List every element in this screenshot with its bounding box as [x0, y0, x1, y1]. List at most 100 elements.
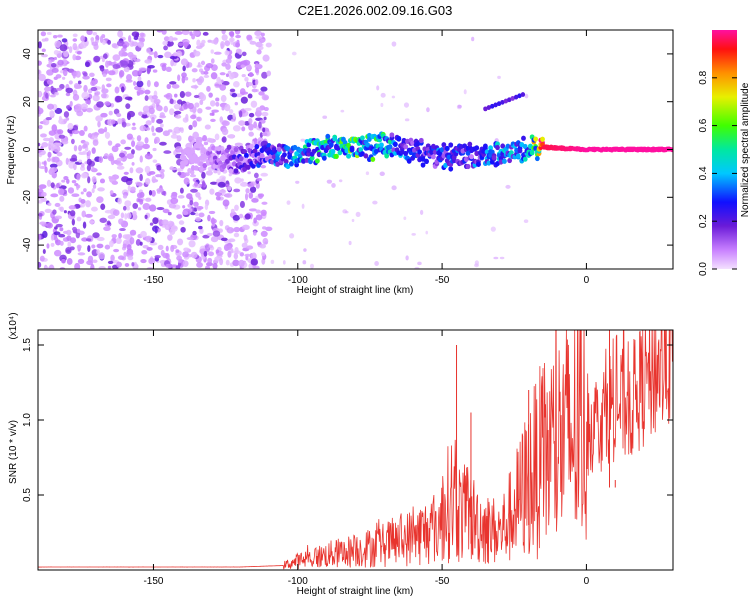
- noise-speckle: [254, 67, 260, 74]
- noise-speckle: [219, 84, 227, 91]
- noise-speckle: [263, 116, 267, 121]
- noise-speckle: [124, 212, 128, 220]
- noise-speckle: [188, 124, 193, 131]
- snr-series-line: [38, 330, 673, 570]
- noise-speckle: [141, 249, 148, 255]
- ridge-mark: [540, 136, 545, 142]
- noise-speckle: [65, 87, 74, 94]
- noise-speckle: [221, 106, 225, 111]
- ridge-mark: [243, 152, 249, 159]
- y-tick-label: -40: [22, 237, 33, 252]
- noise-speckle: [114, 86, 120, 94]
- noise-speckle: [44, 166, 48, 173]
- noise-speckle: [151, 190, 156, 197]
- noise-speckle: [89, 220, 95, 224]
- ridge-mark: [252, 148, 258, 154]
- noise-speckle: [149, 114, 157, 120]
- noise-speckle: [499, 256, 505, 260]
- noise-speckle: [251, 252, 257, 260]
- noise-speckle: [156, 164, 162, 171]
- ridge-mark: [198, 166, 204, 172]
- noise-speckle: [110, 119, 116, 125]
- noise-speckle: [124, 262, 130, 267]
- noise-speckle: [138, 37, 146, 43]
- noise-speckle: [183, 172, 190, 177]
- noise-speckle: [193, 201, 199, 207]
- noise-speckle: [53, 56, 57, 61]
- noise-speckle: [165, 245, 169, 252]
- secondary-track-mark: [490, 103, 495, 109]
- noise-speckle: [123, 171, 129, 175]
- noise-speckle: [203, 74, 210, 78]
- noise-speckle: [72, 93, 80, 101]
- noise-speckle: [171, 84, 180, 89]
- ridge-mark: [294, 151, 300, 157]
- ridge-mark: [420, 156, 426, 162]
- noise-speckle: [73, 82, 80, 90]
- colorbar-gradient: [712, 30, 737, 269]
- noise-speckle: [193, 94, 200, 99]
- noise-speckle: [210, 236, 219, 243]
- noise-speckle: [91, 132, 100, 136]
- noise-speckle: [244, 76, 249, 82]
- ridge-mark: [424, 158, 429, 164]
- noise-speckle: [131, 262, 135, 267]
- noise-speckle: [68, 80, 73, 85]
- noise-speckle: [183, 102, 188, 110]
- noise-speckle: [175, 114, 182, 119]
- noise-speckle: [142, 111, 147, 115]
- ridge-mark: [534, 155, 540, 162]
- noise-speckle: [209, 100, 216, 107]
- noise-speckle: [99, 217, 108, 223]
- noise-speckle: [471, 36, 475, 42]
- noise-speckle: [130, 186, 136, 192]
- noise-speckle: [65, 157, 69, 165]
- noise-speckle: [351, 218, 355, 223]
- noise-speckle: [198, 225, 203, 230]
- noise-speckle: [102, 73, 107, 78]
- noise-speckle: [132, 80, 137, 86]
- noise-speckle: [239, 200, 245, 209]
- noise-speckle: [228, 109, 234, 114]
- noise-speckle: [322, 115, 328, 119]
- ridge-mark: [446, 154, 452, 160]
- noise-speckle: [147, 65, 155, 69]
- noise-speckle: [233, 188, 241, 193]
- noise-speckle: [82, 75, 90, 80]
- noise-speckle: [118, 50, 126, 57]
- noise-speckle: [65, 247, 72, 254]
- noise-speckle: [79, 129, 85, 137]
- x-tick-label: -50: [435, 275, 450, 286]
- noise-speckle: [121, 86, 125, 93]
- noise-speckle: [225, 57, 232, 64]
- x-tick-label: -150: [143, 275, 163, 286]
- noise-speckle: [131, 41, 139, 47]
- noise-speckle: [127, 185, 131, 192]
- noise-speckle: [74, 103, 83, 111]
- noise-speckle: [122, 243, 127, 249]
- noise-speckle: [265, 226, 273, 232]
- noise-speckle: [109, 190, 114, 195]
- noise-speckle: [116, 157, 124, 162]
- noise-speckle: [234, 101, 239, 106]
- noise-speckle: [300, 138, 306, 142]
- noise-speckle: [154, 226, 158, 234]
- noise-speckle: [71, 218, 75, 226]
- noise-speckle: [140, 230, 147, 238]
- noise-speckle: [155, 126, 164, 133]
- noise-speckle: [41, 142, 49, 148]
- noise-speckle: [55, 223, 63, 228]
- noise-speckle: [93, 55, 101, 63]
- noise-speckle: [176, 238, 184, 246]
- ridge-mark: [335, 145, 341, 151]
- noise-speckle: [63, 210, 67, 214]
- noise-speckle: [243, 234, 248, 241]
- noise-speckle: [116, 40, 125, 47]
- noise-speckle: [301, 203, 305, 209]
- noise-speckle: [244, 213, 251, 220]
- noise-speckle: [91, 166, 95, 170]
- noise-speckle: [40, 31, 47, 37]
- noise-speckle: [497, 75, 501, 80]
- spectrogram-y-ticks: -40 -20 0 20 40: [22, 48, 673, 252]
- y-tick-label: 0.5: [22, 488, 33, 502]
